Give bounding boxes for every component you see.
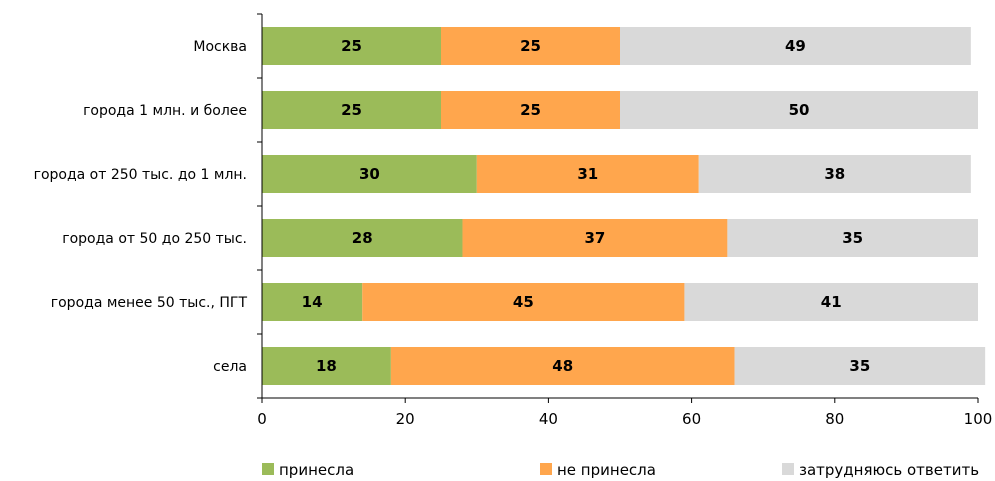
bar-segment-0-2 <box>262 155 477 193</box>
bar-segment-0-5 <box>262 347 391 385</box>
bar-segment-0-3 <box>262 219 463 257</box>
data-label-2-1: 50 <box>789 101 810 119</box>
legend: принесла не принесла затрудняюсь ответить <box>262 461 979 479</box>
axes-group: 0 20 40 60 80 100 <box>257 13 993 428</box>
bar-segment-0-1 <box>262 91 441 129</box>
data-label-1-5: 48 <box>552 357 573 375</box>
bar-segment-0-0 <box>262 27 441 65</box>
category-label-5: села <box>213 359 247 375</box>
category-label-3: города от 50 до 250 тыс. <box>62 231 247 247</box>
data-label-0-2: 30 <box>359 165 380 183</box>
legend-swatch-2 <box>782 463 794 475</box>
legend-swatch-1 <box>540 463 552 475</box>
bar-segment-1-3 <box>462 219 728 257</box>
bar-segment-2-4 <box>684 283 978 321</box>
bar-segment-2-1 <box>620 91 978 129</box>
data-label-2-4: 41 <box>821 293 842 311</box>
bar-segment-2-5 <box>734 347 986 385</box>
data-label-0-5: 18 <box>316 357 337 375</box>
data-label-1-0: 25 <box>520 37 541 55</box>
x-tick-label-4: 80 <box>825 410 844 428</box>
legend-label-2: затрудняюсь ответить <box>799 461 979 479</box>
x-tick-label-1: 20 <box>396 410 415 428</box>
bar-segment-1-2 <box>476 155 699 193</box>
category-label-0: Москва <box>193 39 247 55</box>
data-label-0-1: 25 <box>341 101 362 119</box>
category-labels: Москва города 1 млн. и более города от 250… <box>34 39 248 375</box>
data-label-0-4: 14 <box>302 293 323 311</box>
legend-swatch-0 <box>262 463 274 475</box>
data-label-2-0: 49 <box>785 37 806 55</box>
bar-segment-1-1 <box>441 91 620 129</box>
x-tick-label-2: 40 <box>539 410 558 428</box>
bar-segment-2-3 <box>727 219 978 257</box>
legend-label-0: принесла <box>279 461 354 479</box>
bar-segment-1-0 <box>441 27 620 65</box>
data-label-1-3: 37 <box>585 229 606 247</box>
bar-segment-2-2 <box>698 155 971 193</box>
bars-group: 25 25 49 25 25 50 30 31 38 28 37 35 14 45 41 18 48 35 <box>262 27 986 385</box>
legend-label-1: не принесла <box>557 461 656 479</box>
bar-segment-2-0 <box>620 27 971 65</box>
data-label-1-1: 25 <box>520 101 541 119</box>
data-label-0-0: 25 <box>341 37 362 55</box>
data-label-0-3: 28 <box>352 229 373 247</box>
data-label-2-3: 35 <box>842 229 863 247</box>
data-label-2-2: 38 <box>824 165 845 183</box>
bar-segment-1-5 <box>390 347 735 385</box>
data-label-2-5: 35 <box>849 357 870 375</box>
data-label-1-2: 31 <box>577 165 598 183</box>
bar-segment-1-4 <box>362 283 685 321</box>
category-label-2: города от 250 тыс. до 1 млн. <box>34 167 247 183</box>
category-label-4: города менее 50 тыс., ПГТ <box>51 295 248 311</box>
x-tick-label-0: 0 <box>257 410 267 428</box>
x-tick-label-3: 60 <box>682 410 701 428</box>
x-tick-label-5: 100 <box>964 410 993 428</box>
bar-segment-0-4 <box>262 283 363 321</box>
category-label-1: города 1 млн. и более <box>83 103 247 119</box>
data-label-1-4: 45 <box>513 293 534 311</box>
